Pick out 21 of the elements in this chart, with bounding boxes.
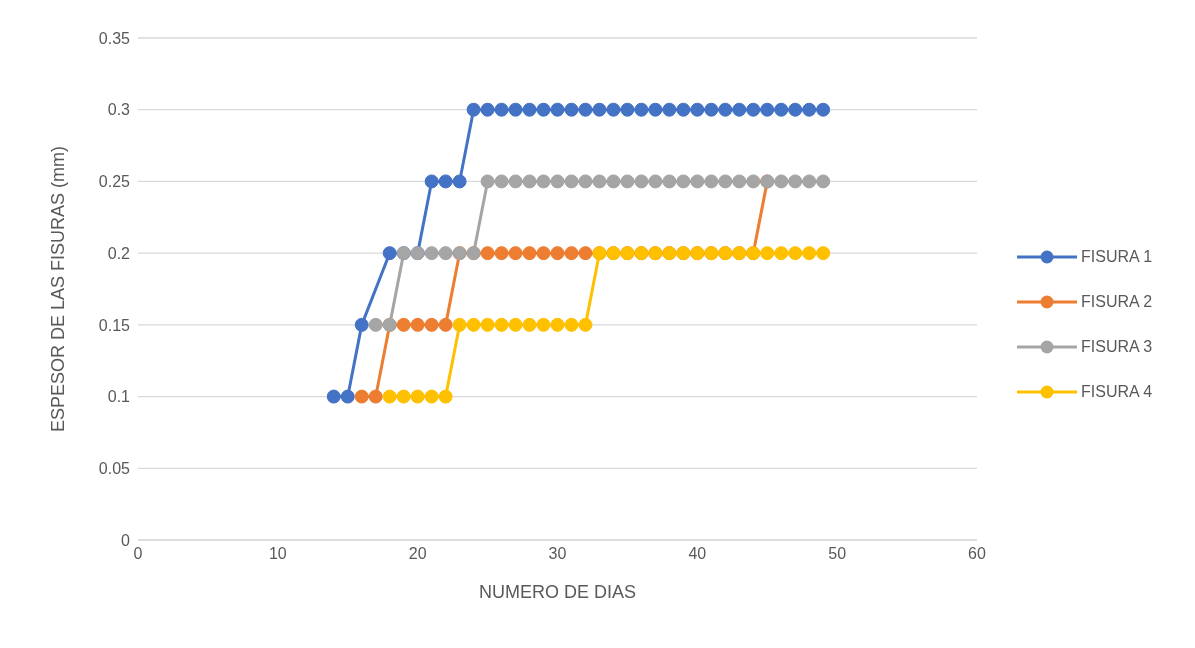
- x-tick-label: 0: [133, 545, 143, 563]
- x-axis-title: NUMERO DE DIAS: [478, 582, 637, 602]
- x-tick-label: 10: [268, 545, 287, 563]
- legend-label: FISURA 3: [1081, 337, 1153, 356]
- y-tick-label: 0: [121, 531, 131, 549]
- x-tick-label: 20: [408, 545, 427, 563]
- y-tick-label: 0.2: [107, 244, 131, 262]
- legend-label: FISURA 1: [1081, 247, 1153, 266]
- y-axis-title: ESPESOR DE LAS FISURAS (mm): [48, 145, 69, 433]
- y-tick-label: 0.1: [107, 388, 131, 406]
- y-tick-label: 0.25: [98, 173, 131, 191]
- x-tick-label: 60: [968, 545, 986, 563]
- legend-label: FISURA 2: [1081, 292, 1153, 311]
- y-tick-label: 0.35: [98, 29, 131, 47]
- y-tick-label: 0.3: [107, 101, 131, 119]
- x-tick-label: 30: [548, 545, 567, 563]
- x-tick-label: 40: [688, 545, 707, 563]
- y-tick-label: 0.15: [98, 316, 131, 334]
- y-tick-label: 0.05: [98, 459, 131, 477]
- legend-label: FISURA 4: [1081, 382, 1153, 401]
- x-tick-label: 50: [828, 545, 847, 563]
